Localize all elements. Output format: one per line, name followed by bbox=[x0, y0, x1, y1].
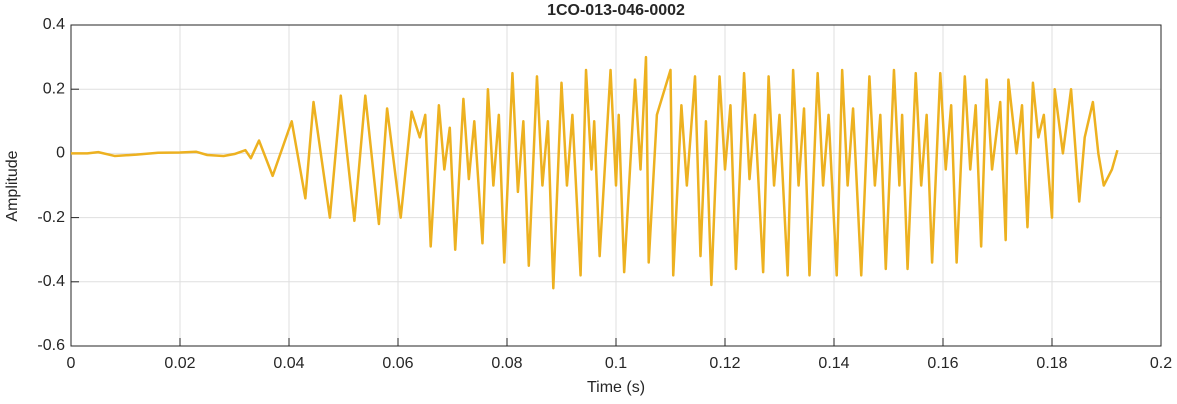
y-tick-label: 0.2 bbox=[43, 80, 65, 97]
y-tick-label: -0.6 bbox=[37, 337, 65, 354]
x-tick-label: 0.1 bbox=[605, 355, 627, 372]
y-tick-label: -0.2 bbox=[37, 209, 65, 226]
waveform-line bbox=[71, 55, 1119, 290]
x-tick-label: 0.14 bbox=[818, 355, 849, 372]
x-tick-label: 0 bbox=[67, 355, 76, 372]
x-tick-label: 0.04 bbox=[273, 355, 304, 372]
y-tick-label: 0.4 bbox=[43, 16, 65, 33]
x-tick-label: 0.2 bbox=[1150, 355, 1172, 372]
x-tick-label: 0.18 bbox=[1036, 355, 1067, 372]
x-tick-label: 0.16 bbox=[927, 355, 958, 372]
x-tick-label: 0.12 bbox=[709, 355, 740, 372]
x-tick-label: 0.02 bbox=[164, 355, 195, 372]
y-tick-label: 0 bbox=[56, 145, 65, 162]
x-axis-label: Time (s) bbox=[587, 379, 645, 396]
x-tick-label: 0.06 bbox=[382, 355, 413, 372]
y-axis-label: Amplitude bbox=[4, 150, 21, 221]
plot-frame bbox=[70, 24, 1162, 347]
x-tick-label: 0.08 bbox=[491, 355, 522, 372]
chart-title: 1CO-013-046-0002 bbox=[547, 2, 685, 19]
y-tick-label: -0.4 bbox=[37, 273, 65, 290]
